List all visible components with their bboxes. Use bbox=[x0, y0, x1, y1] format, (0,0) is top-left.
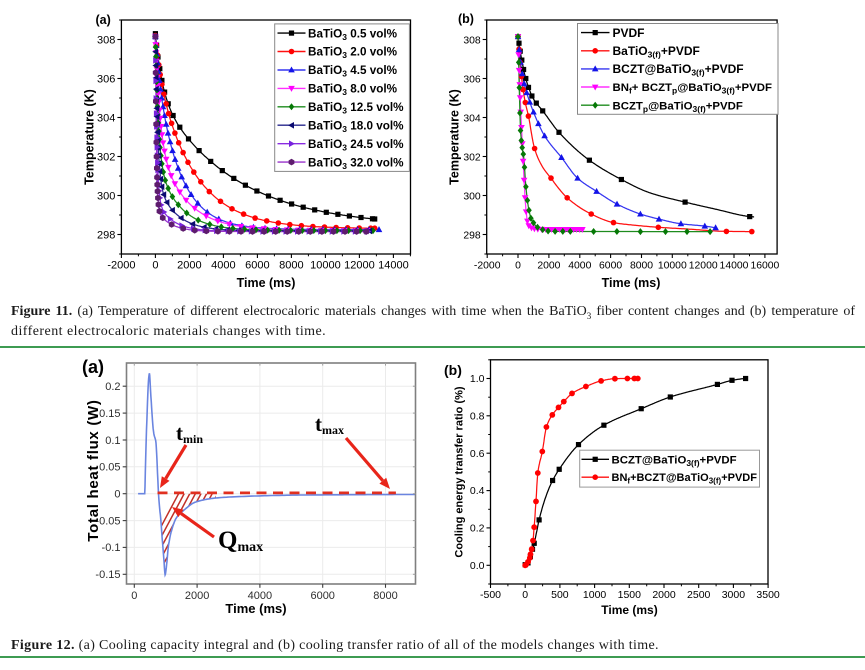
svg-text:0.1: 0.1 bbox=[105, 435, 120, 447]
svg-text:(a): (a) bbox=[82, 357, 104, 377]
svg-text:10000: 10000 bbox=[310, 260, 341, 272]
svg-text:10000: 10000 bbox=[658, 261, 687, 272]
svg-text:Time (ms): Time (ms) bbox=[601, 603, 657, 617]
svg-text:300: 300 bbox=[97, 190, 115, 202]
svg-text:BCZT@BaTiO3(f)+PVDF: BCZT@BaTiO3(f)+PVDF bbox=[612, 454, 737, 468]
svg-text:14000: 14000 bbox=[720, 261, 749, 272]
svg-text:4000: 4000 bbox=[211, 260, 235, 272]
svg-text:BaTiO3 24.5 vol%: BaTiO3 24.5 vol% bbox=[308, 138, 404, 153]
svg-text:Temperature (K): Temperature (K) bbox=[83, 89, 97, 185]
svg-text:3500: 3500 bbox=[756, 589, 780, 601]
svg-text:4000: 4000 bbox=[248, 590, 272, 602]
svg-text:12000: 12000 bbox=[689, 261, 718, 272]
svg-text:308: 308 bbox=[97, 34, 115, 46]
svg-text:2000: 2000 bbox=[185, 590, 209, 602]
svg-text:BaTiO3 32.0 vol%: BaTiO3 32.0 vol% bbox=[308, 156, 404, 171]
svg-text:Total heat flux (W): Total heat flux (W) bbox=[85, 399, 102, 541]
svg-text:Temperature (K): Temperature (K) bbox=[448, 89, 462, 185]
svg-text:500: 500 bbox=[551, 589, 569, 601]
svg-text:8000: 8000 bbox=[630, 261, 653, 272]
svg-text:Time (ms): Time (ms) bbox=[602, 276, 661, 290]
svg-text:0: 0 bbox=[114, 489, 120, 501]
svg-text:BaTiO3 8.0 vol%: BaTiO3 8.0 vol% bbox=[308, 83, 398, 98]
svg-text:6000: 6000 bbox=[599, 261, 622, 272]
svg-text:2000: 2000 bbox=[652, 589, 676, 601]
svg-text:300: 300 bbox=[463, 191, 481, 202]
svg-text:1500: 1500 bbox=[618, 589, 642, 601]
svg-text:BaTiO3 18.0 vol%: BaTiO3 18.0 vol% bbox=[308, 119, 404, 134]
svg-text:6000: 6000 bbox=[245, 260, 269, 272]
svg-text:0.15: 0.15 bbox=[99, 408, 120, 420]
svg-text:2000: 2000 bbox=[177, 260, 201, 272]
svg-text:-2000: -2000 bbox=[474, 261, 501, 272]
svg-text:-0.05: -0.05 bbox=[95, 515, 120, 527]
svg-text:0.2: 0.2 bbox=[105, 381, 120, 393]
svg-text:tmax: tmax bbox=[315, 412, 344, 437]
svg-text:-0.15: -0.15 bbox=[95, 569, 120, 581]
svg-text:BaTiO3 12.5 vol%: BaTiO3 12.5 vol% bbox=[308, 101, 404, 116]
svg-text:2500: 2500 bbox=[687, 589, 711, 601]
svg-text:Time (ms): Time (ms) bbox=[225, 601, 286, 616]
svg-text:298: 298 bbox=[97, 229, 115, 241]
svg-text:306: 306 bbox=[97, 73, 115, 85]
svg-text:BNf+BCZT@BaTiO3(f)+PVDF: BNf+BCZT@BaTiO3(f)+PVDF bbox=[612, 472, 758, 485]
svg-text:Cooling energy transfer ratio: Cooling energy transfer ratio (%) bbox=[454, 386, 466, 557]
svg-text:302: 302 bbox=[463, 152, 481, 163]
svg-text:BaTiO3(f)+PVDF: BaTiO3(f)+PVDF bbox=[613, 44, 700, 60]
svg-text:BaTiO3 4.5 vol%: BaTiO3 4.5 vol% bbox=[308, 64, 398, 79]
svg-text:(a): (a) bbox=[96, 13, 111, 27]
svg-text:BaTiO3 0.5 vol%: BaTiO3 0.5 vol% bbox=[308, 27, 398, 42]
svg-text:3000: 3000 bbox=[722, 589, 746, 601]
svg-text:306: 306 bbox=[463, 74, 481, 85]
svg-text:308: 308 bbox=[463, 35, 481, 46]
svg-text:302: 302 bbox=[97, 151, 115, 163]
svg-text:0: 0 bbox=[522, 589, 528, 601]
svg-text:Time (ms): Time (ms) bbox=[237, 276, 296, 290]
svg-text:0: 0 bbox=[515, 261, 521, 272]
svg-text:BCZT@BaTiO3(f)+PVDF: BCZT@BaTiO3(f)+PVDF bbox=[613, 62, 744, 78]
svg-text:0.0: 0.0 bbox=[470, 560, 485, 572]
svg-text:2000: 2000 bbox=[537, 261, 560, 272]
svg-text:tmin: tmin bbox=[176, 421, 203, 446]
svg-text:8000: 8000 bbox=[279, 260, 303, 272]
svg-text:0: 0 bbox=[152, 260, 158, 272]
svg-text:16000: 16000 bbox=[750, 261, 779, 272]
svg-text:0.05: 0.05 bbox=[99, 462, 120, 474]
svg-text:0.2: 0.2 bbox=[470, 523, 485, 535]
svg-text:Qmax: Qmax bbox=[218, 527, 263, 555]
svg-text:0.8: 0.8 bbox=[470, 410, 485, 422]
svg-text:0: 0 bbox=[131, 590, 137, 602]
svg-text:BaTiO3 2.0 vol%: BaTiO3 2.0 vol% bbox=[308, 46, 398, 61]
svg-text:4000: 4000 bbox=[568, 261, 591, 272]
svg-text:304: 304 bbox=[463, 113, 481, 124]
svg-text:12000: 12000 bbox=[344, 260, 375, 272]
svg-text:0.4: 0.4 bbox=[470, 485, 485, 497]
svg-text:(b): (b) bbox=[458, 12, 474, 26]
svg-text:BNf+ BCZTp@BaTiO3(f)+PVDF: BNf+ BCZTp@BaTiO3(f)+PVDF bbox=[613, 82, 772, 96]
svg-text:PVDF: PVDF bbox=[613, 26, 645, 40]
svg-text:-2000: -2000 bbox=[107, 260, 135, 272]
svg-text:304: 304 bbox=[97, 112, 115, 124]
svg-text:1.0: 1.0 bbox=[470, 373, 485, 385]
svg-text:0.6: 0.6 bbox=[470, 448, 485, 460]
svg-text:BCZTp@BaTiO3(f)+PVDF: BCZTp@BaTiO3(f)+PVDF bbox=[613, 100, 743, 114]
svg-text:8000: 8000 bbox=[373, 590, 397, 602]
svg-text:-0.1: -0.1 bbox=[102, 542, 121, 554]
svg-text:14000: 14000 bbox=[378, 260, 409, 272]
svg-text:(b): (b) bbox=[444, 362, 462, 378]
svg-text:1000: 1000 bbox=[583, 589, 607, 601]
svg-text:6000: 6000 bbox=[310, 590, 334, 602]
svg-text:-500: -500 bbox=[480, 589, 501, 601]
svg-text:298: 298 bbox=[463, 230, 481, 241]
